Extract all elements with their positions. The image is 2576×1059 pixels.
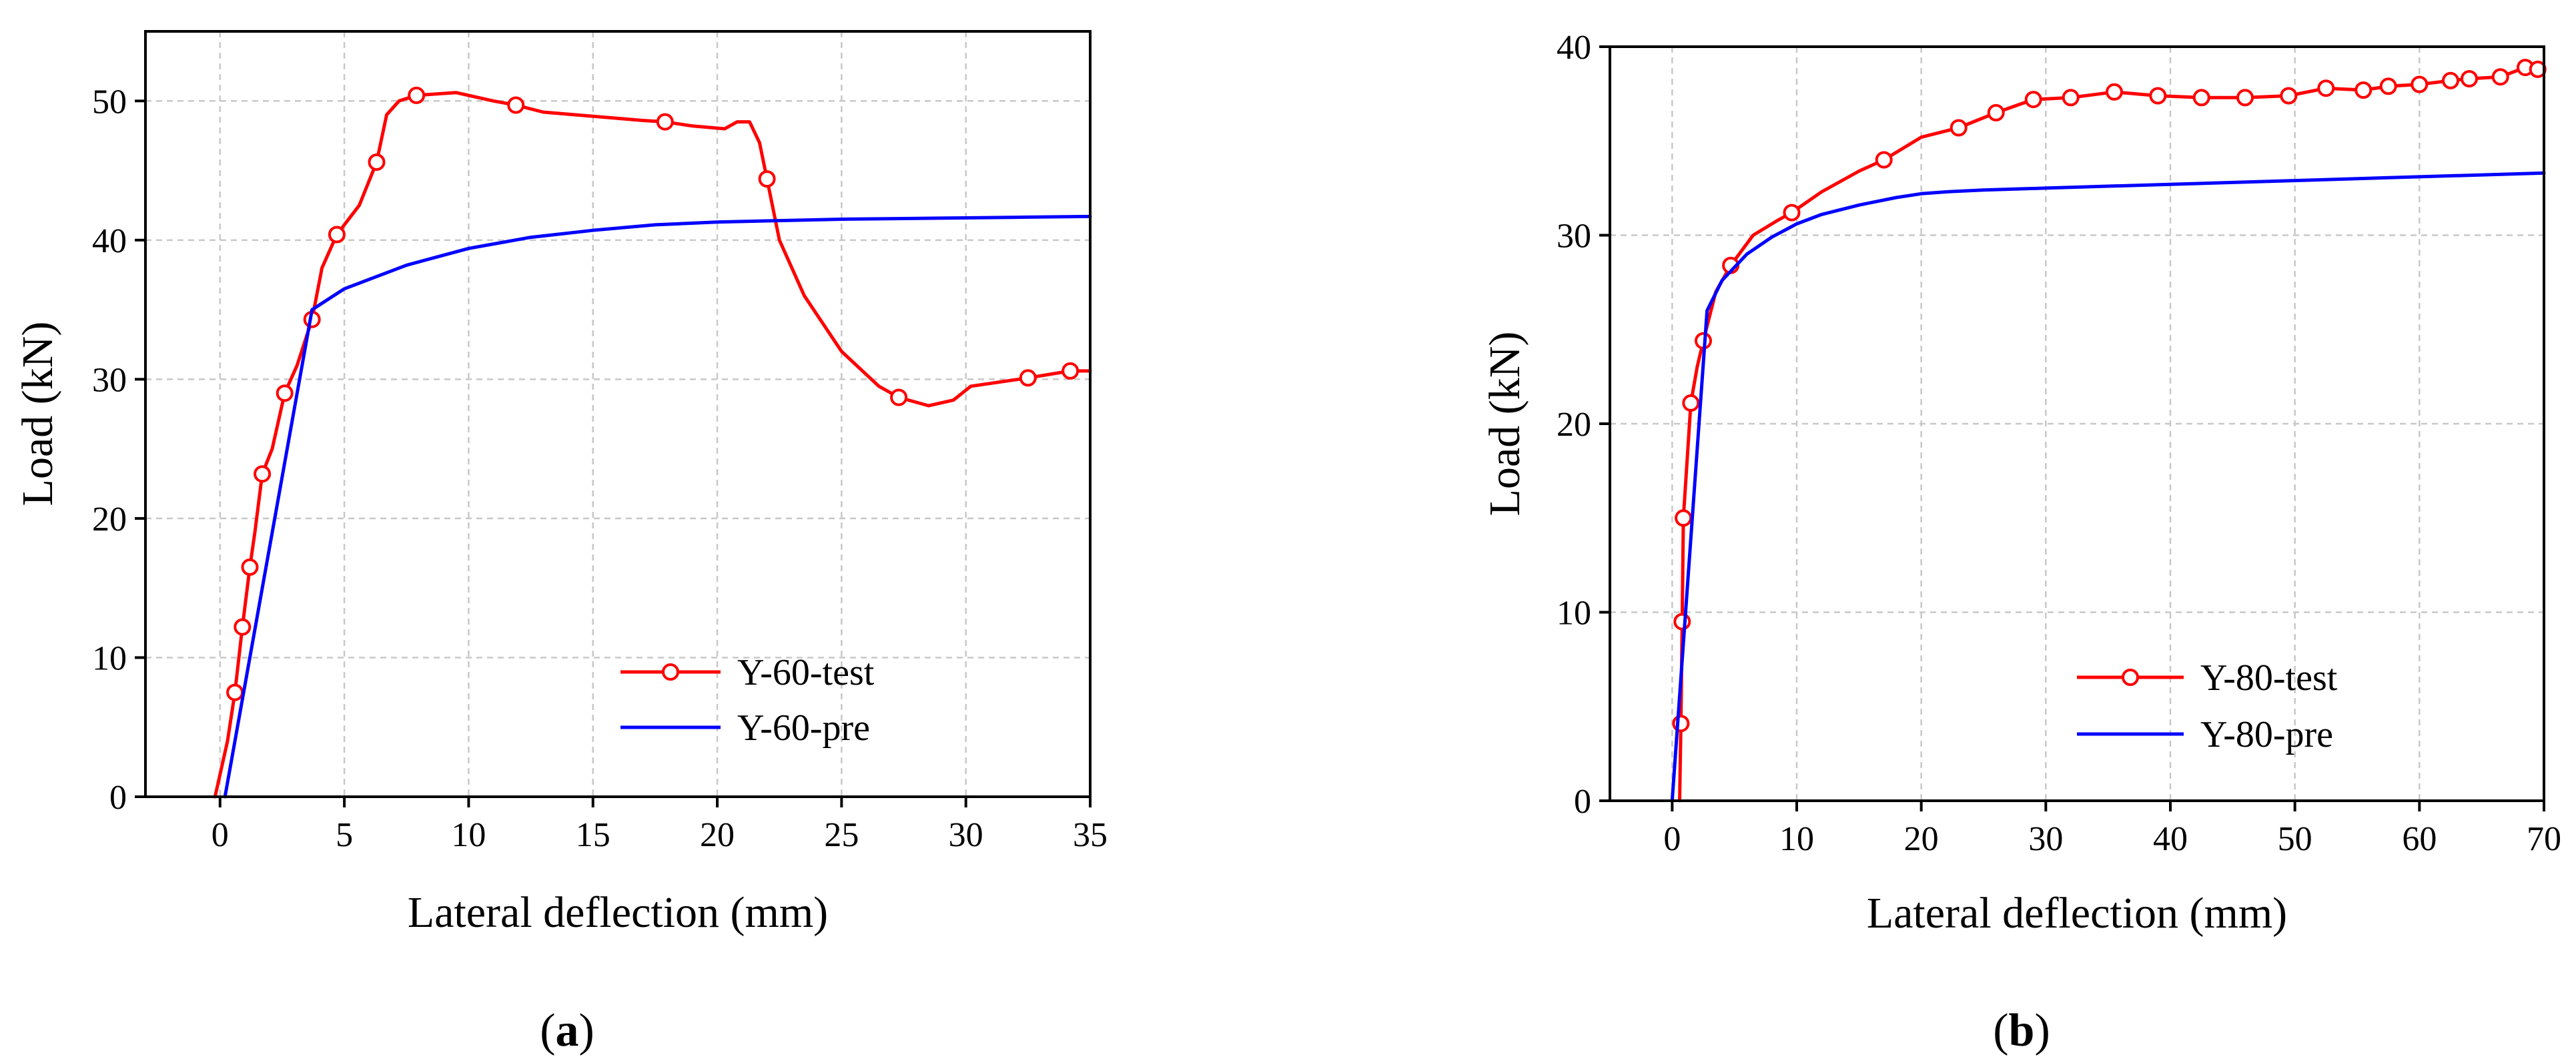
x-tick-label: 30 bbox=[2028, 820, 2063, 858]
y-axis-label: Load (kN) bbox=[13, 322, 62, 506]
y-tick-label: 30 bbox=[1557, 218, 1591, 256]
legend: Y-60-test Y-60-pre bbox=[620, 652, 875, 749]
data-point-y-60-test bbox=[368, 153, 386, 171]
x-tick-label: 15 bbox=[576, 816, 610, 854]
data-point-y-80-test bbox=[1783, 204, 1801, 222]
y-tick-label: 40 bbox=[1557, 29, 1591, 67]
caption-letter-a: a bbox=[556, 1005, 579, 1056]
data-point-y-80-test bbox=[1950, 119, 1968, 137]
x-axis-label: Lateral deflection (mm) bbox=[408, 888, 828, 937]
data-point-y-80-test bbox=[2024, 91, 2042, 109]
data-point-y-80-test bbox=[2317, 79, 2335, 97]
data-point-y-80-test bbox=[2442, 71, 2459, 89]
legend-label-y-80-pre: Y-80-pre bbox=[2200, 714, 2333, 755]
series-line-y-60-pre bbox=[223, 214, 1092, 799]
data-point-y-80-test bbox=[1682, 394, 1700, 412]
data-point-y-60-test bbox=[241, 558, 259, 576]
x-tick-label: 40 bbox=[2153, 820, 2188, 858]
panel-a: 0 5 10 15 20 25 30 35 0 10 20 30 40 50 Lateral deflec… bbox=[13, 30, 1108, 1056]
x-tick-label: 0 bbox=[1663, 820, 1681, 858]
data-point-y-80-test bbox=[2192, 89, 2210, 107]
y-tick-label: 10 bbox=[92, 639, 127, 677]
data-point-y-80-test bbox=[1673, 613, 1691, 631]
data-point-y-80-test bbox=[2149, 87, 2167, 105]
data-point-y-60-test bbox=[226, 683, 244, 701]
data-point-y-60-test bbox=[1061, 362, 1080, 380]
data-point-y-60-test bbox=[890, 388, 908, 406]
legend: Y-80-test Y-80-pre bbox=[2077, 657, 2338, 755]
data-point-y-80-test bbox=[2354, 81, 2373, 99]
data-point-y-80-test bbox=[1675, 509, 1693, 527]
panel-b: 0 10 20 30 40 50 60 70 0 10 20 30 40 Lateral deflect… bbox=[1480, 29, 2561, 1056]
legend-label-y-80-test: Y-80-test bbox=[2200, 657, 2338, 699]
x-tick-label: 70 bbox=[2527, 820, 2561, 858]
caption-letter-b: b bbox=[2009, 1005, 2035, 1056]
data-point-y-80-test bbox=[1875, 151, 1893, 169]
data-point-y-60-test bbox=[328, 226, 346, 244]
panel-caption-a: (a) bbox=[540, 1005, 594, 1056]
panel-caption-b: (b) bbox=[1993, 1005, 2050, 1056]
x-tick-label: 25 bbox=[824, 816, 859, 854]
data-point-y-80-test bbox=[2280, 87, 2298, 105]
legend-label-y-60-pre: Y-60-pre bbox=[737, 707, 870, 749]
x-tick-label: 10 bbox=[1779, 820, 1814, 858]
series-line-y-60-test bbox=[213, 91, 1092, 799]
data-point-y-80-test bbox=[2461, 70, 2478, 87]
data-point-y-60-test bbox=[758, 170, 776, 188]
x-tick-label: 50 bbox=[2278, 820, 2312, 858]
data-point-y-80-test bbox=[2379, 77, 2397, 95]
data-point-y-60-test bbox=[507, 96, 525, 114]
data-point-y-80-test bbox=[2236, 89, 2254, 107]
x-tick-label: 10 bbox=[451, 816, 486, 854]
x-tick-label: 35 bbox=[1073, 816, 1108, 854]
x-tick-label: 20 bbox=[700, 816, 735, 854]
data-point-y-60-test bbox=[276, 384, 294, 402]
data-point-y-80-test bbox=[2106, 83, 2123, 101]
legend-label-y-60-test: Y-60-test bbox=[737, 652, 875, 693]
y-tick-label: 10 bbox=[1557, 595, 1591, 633]
y-axis-label: Load (kN) bbox=[1480, 332, 1529, 516]
y-tick-label: 20 bbox=[92, 500, 127, 539]
x-tick-label: 5 bbox=[336, 816, 353, 854]
plot-frame bbox=[144, 30, 1092, 798]
data-point-y-60-test bbox=[1019, 369, 1037, 387]
data-point-y-60-test bbox=[408, 86, 426, 104]
data-point-y-60-test bbox=[656, 113, 674, 131]
y-tick-label: 50 bbox=[92, 83, 127, 121]
data-point-y-80-test bbox=[2411, 75, 2429, 93]
legend-marker-y-80-test bbox=[2122, 669, 2139, 686]
legend-marker-y-60-test bbox=[662, 663, 679, 681]
x-tick-label: 20 bbox=[1904, 820, 1939, 858]
data-point-y-80-test bbox=[2491, 68, 2509, 86]
data-point-y-60-test bbox=[234, 618, 252, 636]
data-point-y-80-test bbox=[1987, 103, 2005, 121]
x-axis-label: Lateral deflection (mm) bbox=[1867, 889, 2287, 938]
data-point-y-80-test bbox=[2062, 89, 2080, 107]
y-tick-label: 40 bbox=[92, 222, 127, 260]
series-line-y-80-pre bbox=[1670, 171, 2546, 803]
x-tick-label: 60 bbox=[2402, 820, 2437, 858]
x-tick-label: 30 bbox=[949, 816, 983, 854]
y-tick-label: 20 bbox=[1557, 406, 1591, 444]
y-tick-label: 0 bbox=[1574, 783, 1591, 821]
x-tick-label: 0 bbox=[211, 816, 229, 854]
y-tick-label: 0 bbox=[109, 779, 127, 817]
y-tick-label: 30 bbox=[92, 361, 127, 399]
data-point-y-60-test bbox=[254, 465, 272, 483]
